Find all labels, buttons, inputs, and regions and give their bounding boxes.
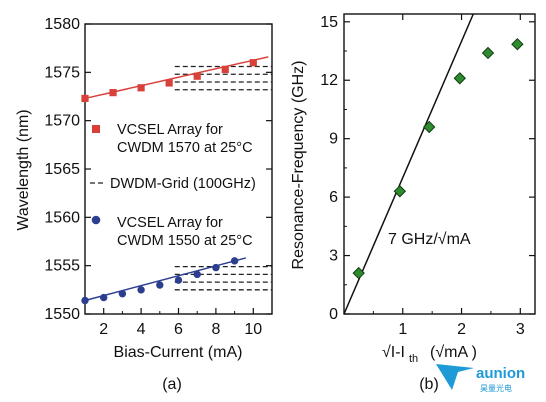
x-tick-label-10: 10 bbox=[244, 321, 262, 338]
blue-data-point-3 bbox=[118, 290, 127, 298]
y-tick-label-1550: 1550 bbox=[44, 306, 80, 323]
y-tick-label-9: 9 bbox=[329, 131, 338, 148]
panel-b-x-axis-label: √I-I th (√mA ) bbox=[382, 344, 477, 365]
panel-a-plot-frame bbox=[84, 23, 273, 315]
diamond-data-point-1 bbox=[352, 266, 365, 280]
watermark-name: aunion bbox=[476, 365, 525, 382]
x-tick-label-4: 4 bbox=[137, 321, 146, 338]
y-tick-label-1555: 1555 bbox=[44, 258, 80, 275]
blue-data-point-6 bbox=[174, 276, 183, 284]
x-tick-label-6: 6 bbox=[174, 321, 183, 338]
y-tick-label-0: 0 bbox=[329, 306, 338, 323]
panel-b-y-axis-label: Resonance-Frequency (GHz) bbox=[290, 61, 307, 270]
blue-data-point-2 bbox=[100, 293, 108, 302]
panel-b-x-axis-label-sub: th bbox=[409, 353, 418, 365]
y-tick-label-1575: 1575 bbox=[44, 64, 80, 81]
blue-data-point-7 bbox=[193, 270, 201, 279]
legend-blue-series-line-1: VCSEL Array for bbox=[117, 215, 223, 231]
x-tick-label-8: 8 bbox=[211, 321, 220, 338]
panel-a: 2 4 6 8 10 1550 1555 1560 1565 1570 1575 1580 VCSEL… bbox=[15, 16, 273, 393]
red-data-point-5 bbox=[193, 72, 201, 80]
slope-fit-line bbox=[343, 13, 474, 315]
panel-b-plot-frame bbox=[343, 13, 536, 315]
diamond-data-point-3 bbox=[423, 120, 436, 134]
panel-a-label: (a) bbox=[162, 376, 182, 393]
panel-a-ticks: 2 4 6 8 10 1550 1555 1560 1565 1570 1575 1580 bbox=[44, 16, 273, 338]
red-data-point-6 bbox=[221, 65, 229, 74]
panel-b-fit-line bbox=[343, 13, 474, 315]
red-data-point-3 bbox=[137, 84, 145, 92]
x-tick-label-1: 1 bbox=[398, 321, 407, 338]
y-tick-label-1560: 1560 bbox=[44, 209, 80, 226]
panel-a-data-points bbox=[81, 59, 257, 305]
panel-b-x-axis-label-main: √I-I bbox=[382, 344, 405, 361]
x-tick-label-2: 2 bbox=[99, 321, 108, 338]
x-tick-label-2: 2 bbox=[457, 321, 466, 338]
diamond-data-point-2 bbox=[393, 185, 407, 198]
y-tick-label-12: 12 bbox=[320, 72, 338, 89]
legend-blue-series-line-2: CWDM 1550 at 25°C bbox=[117, 233, 253, 249]
watermark-subtitle: 昊量光电 bbox=[480, 383, 512, 393]
red-data-point-7 bbox=[249, 59, 257, 67]
panel-a-y-axis-label: Wavelength (nm) bbox=[15, 109, 32, 230]
panel-a-x-axis-label: Bias-Current (mA) bbox=[114, 344, 243, 361]
blue-data-point-4 bbox=[137, 286, 145, 294]
x-tick-label-3: 3 bbox=[516, 321, 525, 338]
diamond-data-point-5 bbox=[481, 46, 495, 60]
watermark-logo: aunion 昊量光电 bbox=[436, 364, 525, 393]
diamond-data-point-4 bbox=[453, 72, 466, 85]
red-data-point-1 bbox=[81, 94, 89, 103]
legend-dwdm-grid-label: DWDM-Grid (100GHz) bbox=[110, 176, 256, 192]
panel-b-slope-annotation: 7 GHz/√mA bbox=[388, 231, 471, 248]
y-tick-label-1580: 1580 bbox=[44, 16, 80, 33]
blue-data-point-8 bbox=[212, 263, 220, 272]
y-tick-label-6: 6 bbox=[329, 189, 338, 206]
panel-b-data-points bbox=[352, 37, 524, 280]
diamond-data-point-6 bbox=[511, 37, 524, 51]
panel-b-x-axis-label-unit: (√mA ) bbox=[430, 344, 477, 361]
blue-data-point-9 bbox=[230, 257, 239, 265]
y-tick-label-1565: 1565 bbox=[44, 161, 80, 178]
y-tick-label-3: 3 bbox=[329, 248, 338, 265]
panel-b-label: (b) bbox=[419, 376, 439, 393]
legend-red-series-line-1: VCSEL Array for bbox=[117, 122, 223, 138]
logo-arrow-icon bbox=[436, 364, 474, 390]
y-tick-label-1570: 1570 bbox=[44, 113, 80, 130]
panel-a-legend: VCSEL Array for CWDM 1570 at 25°C DWDM-G… bbox=[90, 122, 256, 249]
legend-red-series-line-2: CWDM 1570 at 25°C bbox=[117, 140, 253, 156]
y-tick-label-15: 15 bbox=[320, 14, 338, 31]
legend-red-square-marker bbox=[92, 125, 100, 133]
blue-data-point-1 bbox=[81, 296, 89, 305]
series-circle-fit-line bbox=[84, 257, 247, 302]
red-data-point-4 bbox=[165, 79, 173, 87]
legend-blue-circle-marker bbox=[91, 215, 101, 225]
blue-data-point-5 bbox=[156, 281, 164, 289]
red-data-point-2 bbox=[109, 89, 117, 97]
